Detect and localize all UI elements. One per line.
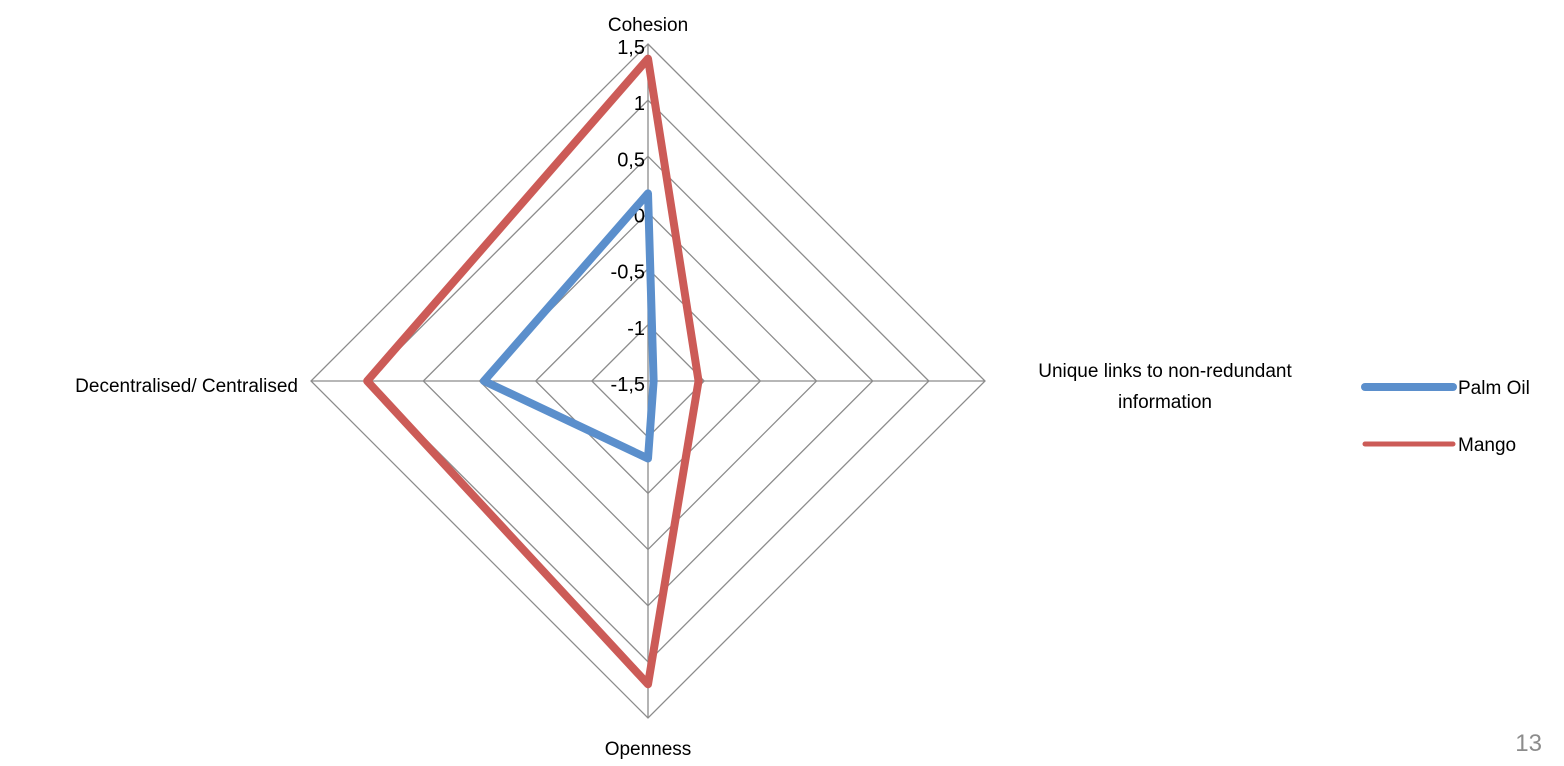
axis-label: Unique links to non-redundant information (1038, 361, 1292, 413)
legend-label: Mango (1458, 435, 1516, 456)
tick-labels: -1,5 -1 -0,5 0 0,5 1 1,5 (611, 37, 645, 396)
legend: Palm Oil Mango (1361, 378, 1530, 456)
tick-label: -1 (627, 318, 645, 340)
page-number: 13 (1515, 730, 1542, 757)
axis-labels: Cohesion Unique links to non-redundant inf… (75, 15, 1292, 760)
tick-label: 1 (634, 93, 645, 115)
series-line-mango (363, 54, 703, 689)
series-line-palm-oil (479, 189, 658, 463)
tick-label: 0 (634, 206, 645, 228)
axis-label: Openness (605, 739, 692, 760)
tick-label: -0,5 (611, 262, 645, 284)
grid (310, 43, 986, 719)
axis-label: Decentralised/ Centralised (75, 376, 298, 397)
legend-label: Palm Oil (1458, 378, 1530, 399)
axis-label: Cohesion (608, 15, 688, 36)
tick-label: 1,5 (617, 37, 645, 59)
series (363, 54, 703, 689)
tick-label: 0,5 (617, 149, 645, 171)
tick-label: -1,5 (611, 374, 645, 396)
